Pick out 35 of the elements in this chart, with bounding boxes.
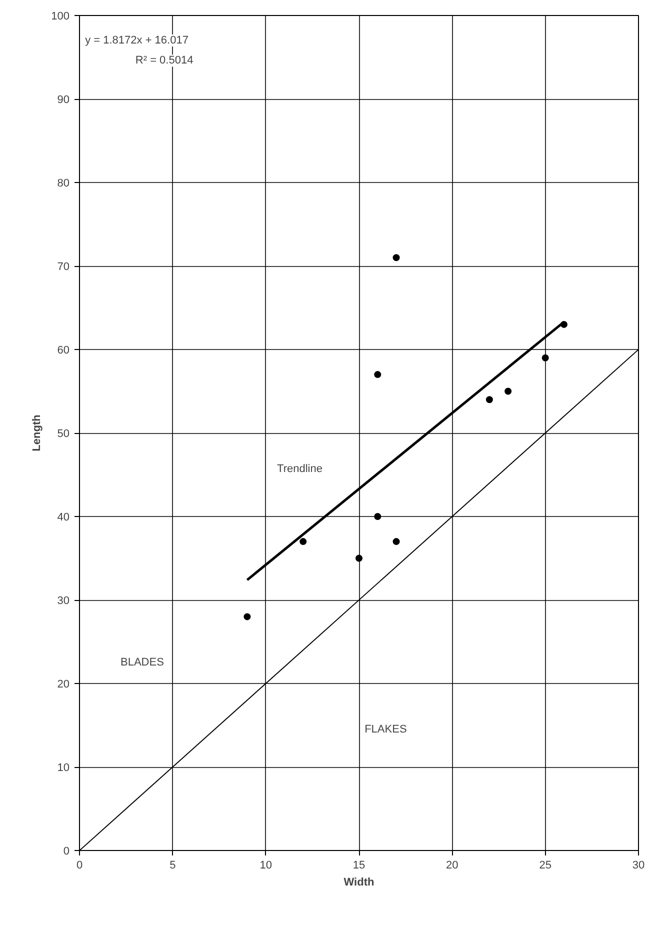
point bbox=[356, 554, 362, 562]
y-tick-label: 80 bbox=[57, 178, 70, 190]
y-tick-label: 10 bbox=[57, 762, 70, 774]
point bbox=[392, 254, 400, 262]
x-tick-label: 5 bbox=[170, 860, 176, 872]
point bbox=[392, 538, 400, 546]
point bbox=[486, 396, 493, 404]
annotation: R² = 0.5014 bbox=[135, 54, 194, 67]
x-tick-label: 0 bbox=[76, 860, 83, 872]
y-tick-label: 70 bbox=[57, 261, 70, 273]
x-axis-title: Width bbox=[344, 876, 374, 888]
y-tick-label: 100 bbox=[51, 10, 70, 22]
x-tick-label: 30 bbox=[632, 860, 645, 872]
x-tick-label: 15 bbox=[352, 860, 366, 872]
y-tick-label: 30 bbox=[57, 595, 70, 607]
point bbox=[374, 513, 382, 520]
y-tick-label: 60 bbox=[57, 344, 70, 356]
y-tick-label: 0 bbox=[63, 846, 70, 858]
y-axis-title: Length bbox=[31, 414, 44, 452]
point bbox=[300, 538, 307, 546]
y-tick-label: 20 bbox=[57, 678, 70, 690]
annotation: Trendline bbox=[277, 462, 322, 475]
annotation: FLAKES bbox=[364, 723, 407, 736]
point bbox=[244, 613, 251, 620]
y-tick-label: 40 bbox=[57, 512, 70, 524]
x-tick-label: 25 bbox=[539, 860, 552, 872]
point bbox=[374, 371, 382, 378]
y-tick-label: 50 bbox=[57, 428, 70, 440]
annotation: y = 1.8172x + 16.017 bbox=[85, 34, 188, 47]
x-tick-label: 10 bbox=[260, 860, 272, 872]
y-tick-label: 90 bbox=[57, 94, 70, 106]
point bbox=[542, 354, 549, 362]
x-tick-label: 20 bbox=[446, 860, 458, 872]
annotation: BLADES bbox=[120, 656, 164, 669]
point bbox=[504, 388, 512, 395]
